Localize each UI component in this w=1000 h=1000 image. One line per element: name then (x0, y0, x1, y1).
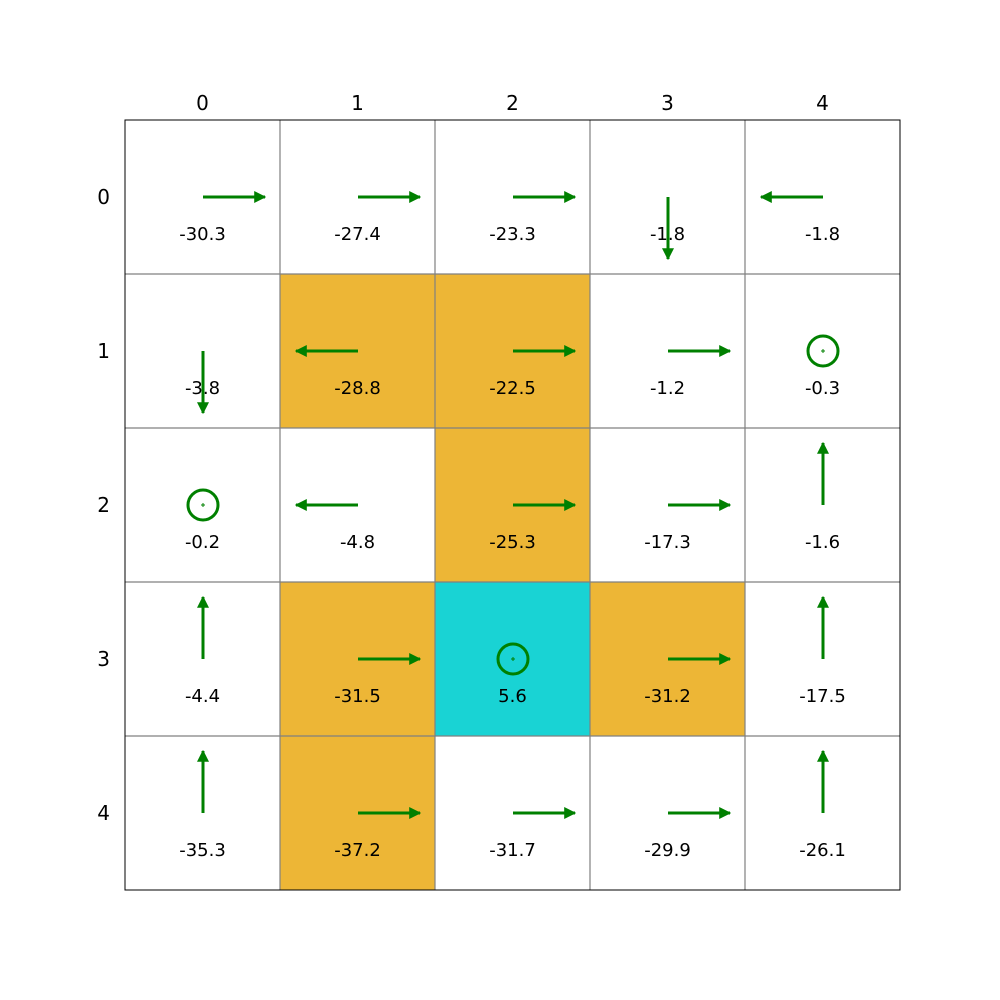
cell-value-label: -37.2 (334, 840, 381, 861)
cell-value-label: -22.5 (489, 378, 536, 399)
row-tick-label: 2 (97, 493, 110, 517)
policy-marks (186, 191, 840, 819)
row-tick-label: 1 (97, 339, 110, 363)
cell-value-label: -17.3 (644, 532, 691, 553)
cell-value-label: -31.5 (334, 686, 381, 707)
column-tick-labels: 0 1 2 3 4 (196, 91, 829, 115)
cell-value-label: -25.3 (489, 532, 536, 553)
cell-value-label: 5.6 (498, 686, 527, 707)
column-tick-label: 4 (816, 91, 829, 115)
grid-lines (124, 119, 901, 891)
cell-value-label: -29.9 (644, 840, 691, 861)
value-labels: -30.3 -27.4 -23.3 -1.8 -1.8 -3.8 -28.8 -22.5 -1.… (179, 224, 846, 861)
cell-value-label: -35.3 (179, 840, 226, 861)
cell-value-label: -4.8 (340, 532, 375, 553)
row-tick-label: 3 (97, 647, 110, 671)
column-tick-label: 0 (196, 91, 209, 115)
column-tick-label: 1 (351, 91, 364, 115)
column-tick-label: 2 (506, 91, 519, 115)
cell-value-label: -28.8 (334, 378, 381, 399)
cell-value-label: -1.2 (650, 378, 685, 399)
cell-value-label: -17.5 (799, 686, 846, 707)
cell-value-label: -0.2 (185, 532, 220, 553)
cell-value-label: -31.2 (644, 686, 691, 707)
grid-border (124, 119, 901, 891)
cell-value-label: -0.3 (805, 378, 840, 399)
stay-circle-icon (806, 334, 840, 368)
cell-value-label: -27.4 (334, 224, 381, 245)
cell-value-label: -1.8 (805, 224, 840, 245)
row-tick-labels: 0 1 2 3 4 (97, 185, 110, 825)
cell-value-label: -1.6 (805, 532, 840, 553)
stay-circle-icon (496, 642, 530, 676)
cell-value-label: -3.8 (185, 378, 220, 399)
column-tick-label: 3 (661, 91, 674, 115)
row-tick-label: 4 (97, 801, 110, 825)
cell-value-label: -26.1 (799, 840, 846, 861)
cell-value-label: -4.4 (185, 686, 220, 707)
cell-value-label: -30.3 (179, 224, 226, 245)
cell-value-label: -23.3 (489, 224, 536, 245)
cell-value-label: -31.7 (489, 840, 536, 861)
row-tick-label: 0 (97, 185, 110, 209)
stay-circle-icon (186, 488, 220, 522)
cell-value-label: -1.8 (650, 224, 685, 245)
